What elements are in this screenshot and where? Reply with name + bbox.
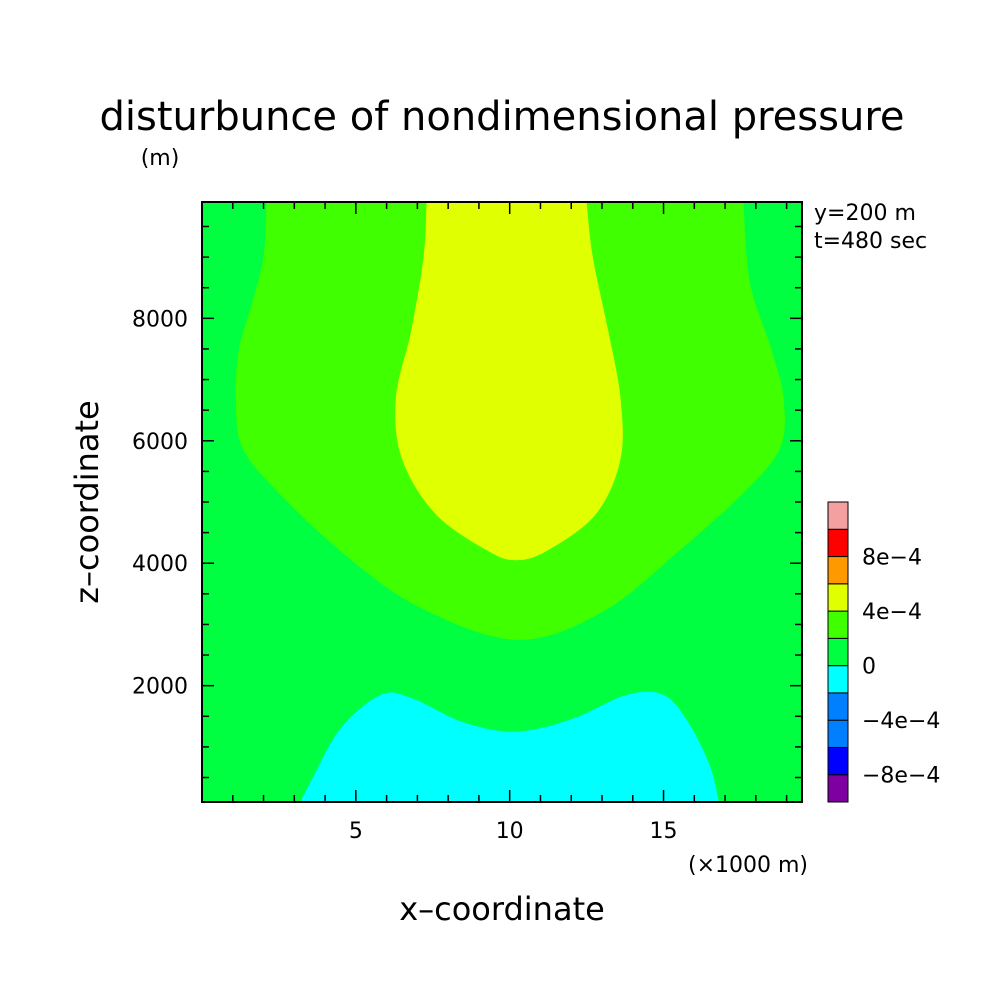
colorbar-label: 8e−4 xyxy=(862,546,922,571)
y-unit-label: (m) xyxy=(141,146,180,171)
y-axis: 2000 4000 6000 8000 xyxy=(132,225,802,779)
info-line: t=480 sec xyxy=(814,229,927,254)
colorbar: 8e−4 4e−4 0 −4e−4 −8e−4 xyxy=(827,501,940,803)
y-tick-label: 2000 xyxy=(132,675,188,700)
colorbar-swatch xyxy=(827,746,849,776)
contour-high-pressure-core xyxy=(395,202,623,561)
contour-low-pressure-base xyxy=(300,691,719,802)
y-axis-label: z–coordinate xyxy=(68,400,106,603)
plot-area xyxy=(201,201,803,803)
colorbar-label: −8e−4 xyxy=(862,764,940,789)
colorbar-swatch xyxy=(827,637,849,667)
colorbar-swatch xyxy=(827,692,849,721)
colorbar-swatch xyxy=(827,610,849,639)
chart-title: disturbunce of nondimensional pressure xyxy=(100,94,905,140)
x-tick-label: 5 xyxy=(349,819,363,844)
colorbar-swatch xyxy=(827,556,849,585)
x-axis: 5 10 15 xyxy=(232,202,788,844)
colorbar-label: 4e−4 xyxy=(862,600,922,625)
colorbar-swatch xyxy=(827,774,849,803)
info-line: y=200 m xyxy=(814,201,916,226)
x-unit-label: (×1000 m) xyxy=(688,853,808,878)
colorbar-swatch xyxy=(827,528,849,558)
x-tick-label: 10 xyxy=(496,819,524,844)
colorbar-swatch xyxy=(827,501,849,530)
x-axis-label: x–coordinate xyxy=(399,890,605,928)
colorbar-label: −4e−4 xyxy=(862,709,940,734)
colorbar-swatch xyxy=(827,719,849,748)
colorbar-swatch xyxy=(827,583,849,612)
y-tick-label: 6000 xyxy=(132,430,188,455)
y-tick-label: 4000 xyxy=(132,552,188,577)
y-tick-label: 8000 xyxy=(132,307,188,332)
x-tick-label: 15 xyxy=(650,819,678,844)
colorbar-label: 0 xyxy=(862,655,876,680)
colorbar-swatch xyxy=(827,665,849,694)
